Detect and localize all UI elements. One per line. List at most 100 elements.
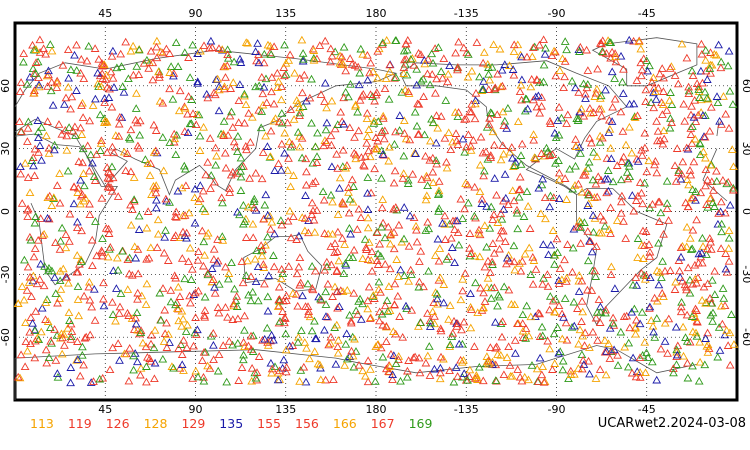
- observation-triangle: [98, 234, 107, 242]
- observation-triangle: [509, 40, 519, 49]
- observation-triangle: [170, 134, 180, 143]
- observation-triangle: [175, 86, 185, 95]
- observation-triangle: [299, 362, 309, 371]
- observation-triangle: [294, 231, 304, 240]
- observation-triangle: [439, 54, 449, 63]
- observation-triangle: [307, 326, 317, 335]
- observation-triangle: [272, 68, 282, 77]
- observation-triangle: [97, 136, 106, 145]
- observation-triangle: [599, 215, 608, 224]
- observation-triangle: [443, 77, 452, 86]
- observation-triangle: [267, 368, 276, 377]
- observation-triangle: [521, 324, 531, 332]
- observation-triangle: [505, 147, 515, 156]
- observation-triangle: [56, 236, 65, 245]
- observation-triangle: [173, 186, 183, 195]
- observation-triangle: [439, 280, 449, 288]
- observation-triangle: [307, 210, 317, 219]
- observation-triangle: [177, 183, 187, 192]
- observation-triangle: [160, 232, 170, 241]
- observation-triangle: [219, 117, 229, 125]
- observation-triangle: [338, 145, 348, 154]
- observation-triangle: [389, 178, 399, 187]
- observation-triangle: [292, 96, 302, 104]
- observation-triangle: [676, 174, 686, 183]
- observation-triangle: [633, 157, 643, 165]
- observation-triangle: [151, 188, 161, 197]
- observation-triangle: [579, 360, 589, 368]
- observation-triangle: [310, 316, 319, 325]
- observation-triangle: [240, 118, 249, 127]
- observation-triangle: [460, 115, 469, 123]
- observation-triangle: [416, 246, 426, 255]
- observation-triangle: [330, 124, 340, 133]
- observation-triangle: [298, 88, 307, 97]
- observation-triangle: [259, 214, 268, 223]
- observation-triangle: [274, 77, 283, 85]
- observation-triangle: [442, 157, 451, 166]
- observation-triangle: [708, 317, 717, 325]
- observation-triangle: [714, 40, 723, 49]
- observation-triangle: [365, 68, 374, 77]
- observation-triangle: [580, 328, 590, 337]
- observation-triangle: [246, 296, 256, 305]
- observation-triangle: [553, 248, 562, 256]
- observation-triangle: [522, 94, 531, 103]
- observation-triangle: [701, 66, 711, 75]
- observation-triangle: [539, 377, 549, 386]
- observation-triangle: [705, 126, 715, 135]
- observation-triangle: [673, 79, 683, 88]
- observation-triangle: [580, 170, 590, 179]
- observation-triangle: [326, 131, 336, 140]
- observation-triangle: [426, 318, 435, 327]
- observation-triangle: [601, 305, 611, 314]
- observation-triangle: [209, 340, 218, 349]
- observation-triangle: [267, 73, 277, 81]
- observation-triangle: [414, 353, 424, 362]
- observation-triangle: [293, 127, 303, 136]
- observation-triangle: [613, 350, 622, 359]
- observation-triangle: [555, 347, 565, 355]
- observation-triangle: [206, 184, 215, 192]
- observation-triangle: [27, 156, 37, 164]
- observation-triangle: [683, 373, 693, 382]
- observation-triangle: [285, 341, 295, 350]
- observation-triangle: [402, 70, 412, 79]
- observation-triangle: [725, 360, 735, 369]
- observation-triangle: [283, 166, 293, 174]
- observation-triangle: [340, 240, 349, 248]
- observation-triangle: [512, 208, 522, 217]
- observation-triangle: [678, 276, 687, 285]
- observation-triangle: [160, 305, 170, 314]
- lon-tick-label-bottom: -135: [454, 403, 479, 416]
- observation-triangle: [245, 174, 254, 182]
- observation-triangle: [197, 226, 207, 235]
- observation-triangle: [214, 308, 224, 317]
- observation-triangle: [718, 319, 727, 328]
- observation-triangle: [275, 295, 284, 303]
- observation-triangle: [108, 297, 117, 306]
- observation-triangle: [50, 140, 59, 149]
- observation-triangle: [274, 282, 284, 291]
- observation-triangle: [146, 356, 156, 365]
- observation-triangle: [311, 266, 320, 275]
- observation-triangle: [538, 331, 548, 340]
- observation-triangle: [210, 282, 219, 291]
- observation-triangle: [577, 364, 587, 373]
- observation-triangle: [358, 366, 368, 375]
- observation-triangle: [718, 284, 728, 292]
- observation-triangle: [414, 129, 424, 138]
- observation-triangle: [382, 321, 391, 330]
- observation-triangle: [232, 302, 242, 310]
- observation-triangle: [342, 285, 352, 294]
- observation-triangle: [444, 128, 454, 137]
- observation-triangle: [378, 150, 388, 158]
- observation-triangle: [77, 130, 87, 138]
- observation-triangle: [363, 356, 373, 365]
- observation-triangle: [433, 234, 443, 243]
- observation-triangle: [436, 273, 445, 282]
- observation-triangle: [129, 365, 138, 374]
- observation-triangle: [554, 156, 563, 164]
- observation-triangle: [706, 160, 715, 169]
- observation-triangle: [490, 83, 500, 92]
